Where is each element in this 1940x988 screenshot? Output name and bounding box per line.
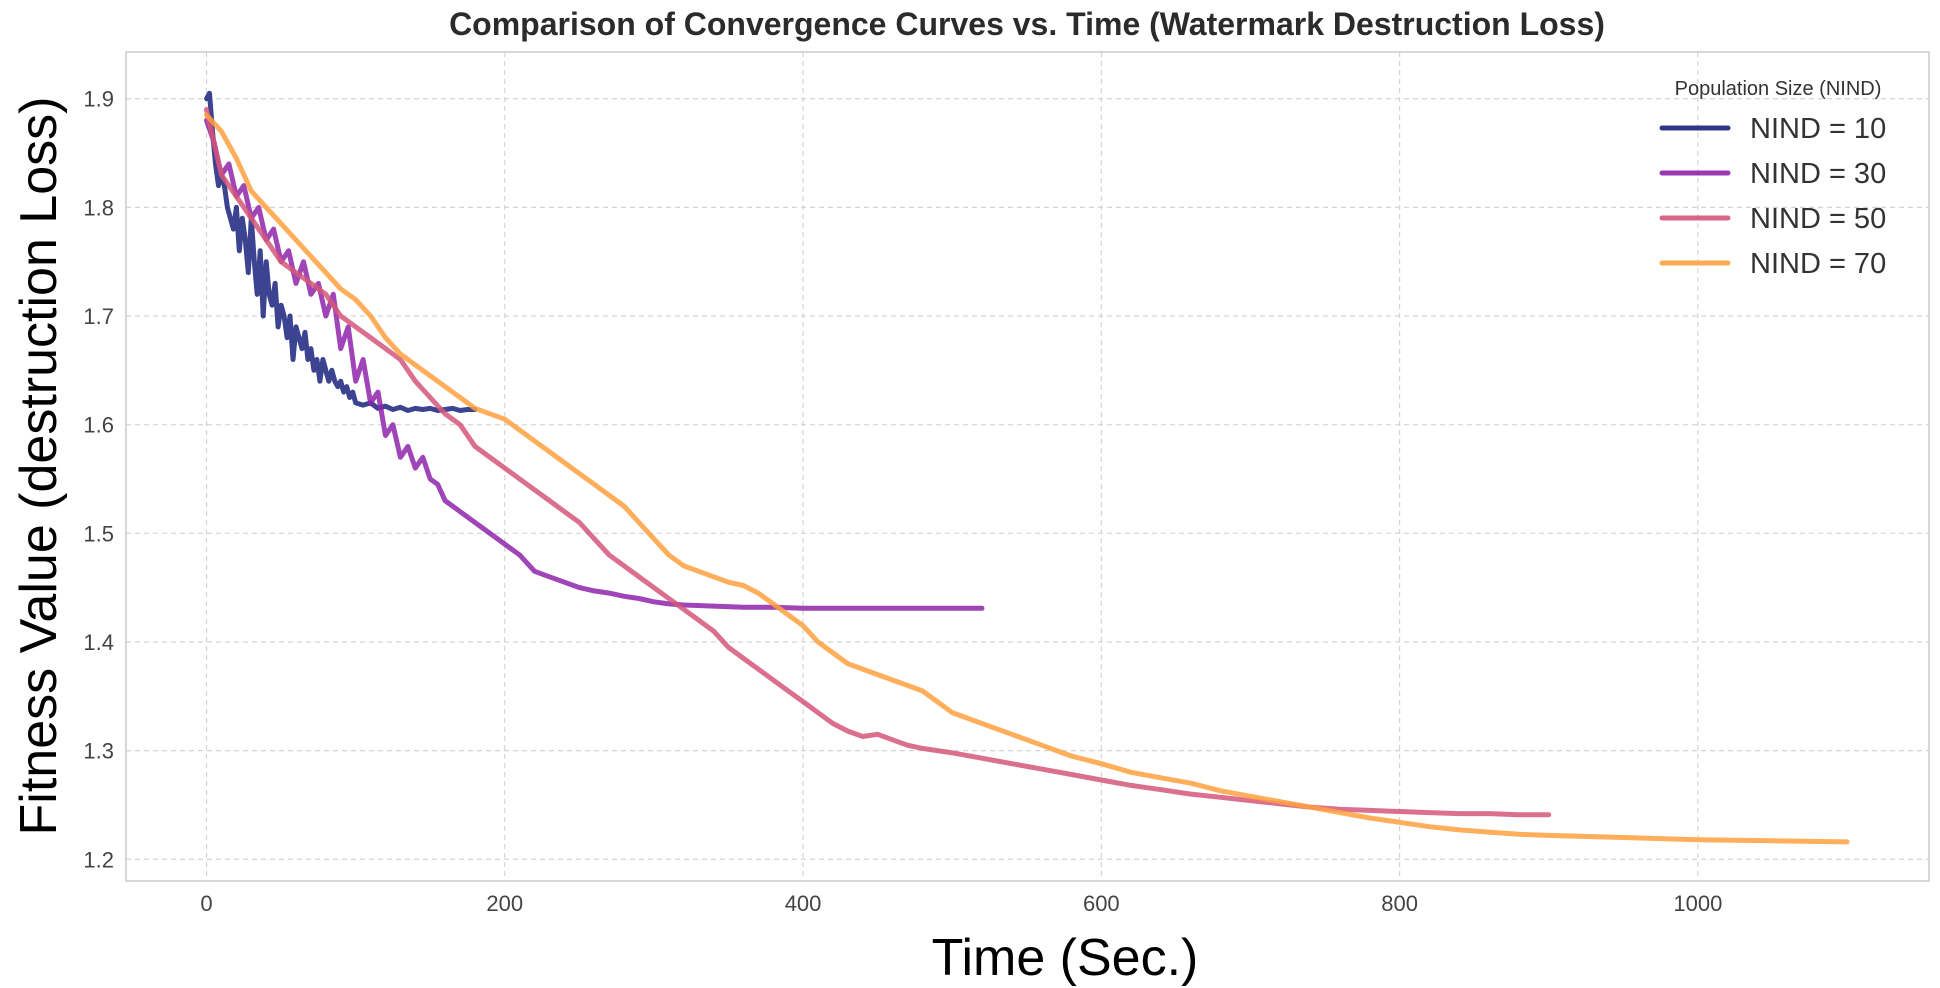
y-tick-label: 1.5 [83,521,114,546]
legend-label: NIND = 70 [1750,248,1886,280]
legend-item: NIND = 70 [1659,248,1886,280]
x-tick-label: 1000 [1673,891,1722,916]
x-tick-label: 800 [1381,891,1418,916]
axis-ticks: 0 200 400 600 800 1000 1.2 1.3 1.4 1.5 1.6 1.7 1.8 1.… [83,87,1722,916]
x-tick-label: 200 [486,891,523,916]
y-tick-label: 1.6 [83,413,114,438]
legend-item: NIND = 50 [1659,203,1886,235]
y-axis-label: Fitness Value (destruction Loss) [10,97,68,836]
legend-title: Population Size (NIND) [1675,78,1882,100]
x-tick-label: 600 [1083,891,1120,916]
x-tick-label: 400 [785,891,822,916]
y-tick-label: 1.3 [83,739,114,764]
y-tick-label: 1.9 [83,87,114,112]
chart-title: Comparison of Convergence Curves vs. Tim… [449,6,1605,42]
x-axis-label: Time (Sec.) [932,929,1199,987]
y-tick-label: 1.2 [83,847,114,872]
series-line-30 [204,117,985,611]
legend-item: NIND = 30 [1659,158,1886,190]
series-line-50 [204,107,1552,818]
series-layer [204,90,1850,845]
legend-label: NIND = 30 [1750,158,1886,190]
legend-items: NIND = 10 NIND = 30 NIND = 50 NIND = 70 [1659,113,1886,280]
legend-label: NIND = 50 [1750,203,1886,235]
legend-item: NIND = 10 [1659,113,1886,145]
y-tick-label: 1.4 [83,630,114,655]
plot-frame [125,51,1930,882]
y-tick-label: 1.7 [83,304,114,329]
y-tick-label: 1.8 [83,195,114,220]
legend: Population Size (NIND) NIND = 10 NIND = 3… [1659,78,1886,280]
legend-label: NIND = 10 [1750,113,1886,145]
series-line-70 [204,112,1850,845]
grid [126,52,1929,881]
x-tick-label: 0 [200,891,212,916]
series-line-10 [204,90,478,413]
